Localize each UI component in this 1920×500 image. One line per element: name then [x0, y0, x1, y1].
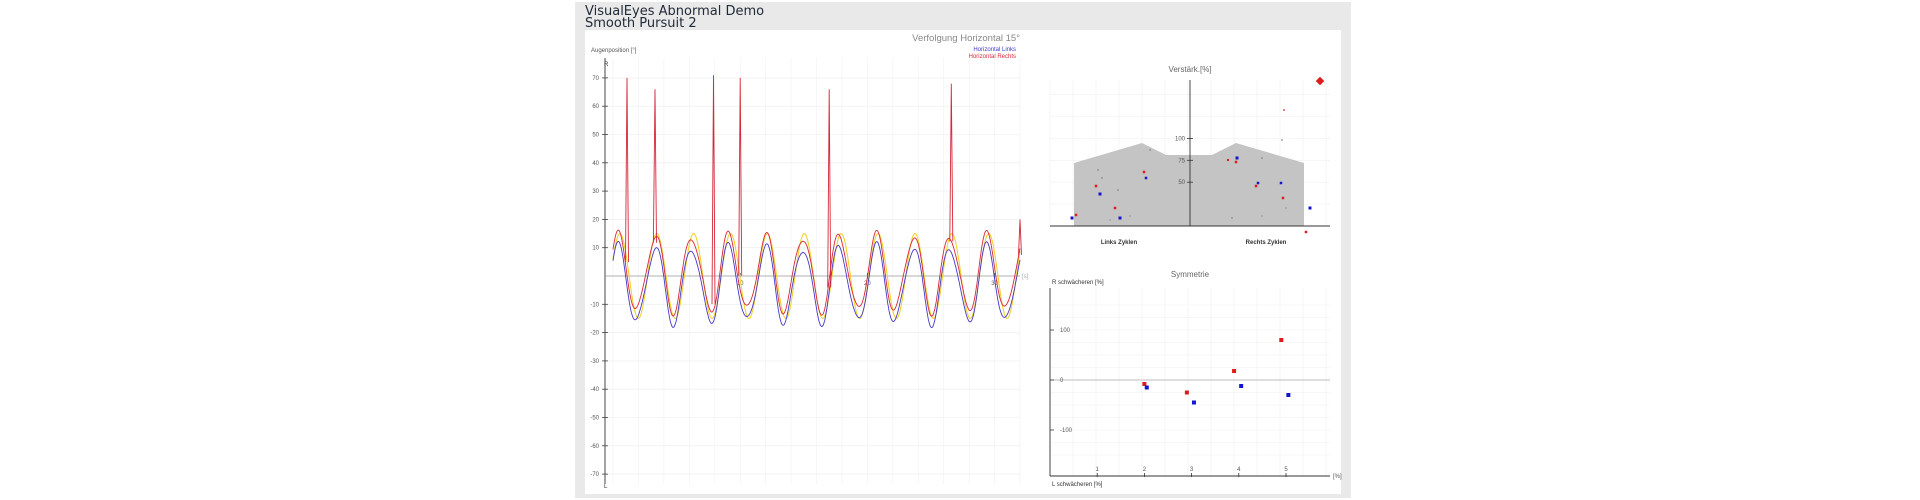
gain-point: [1097, 169, 1099, 171]
left-eye-trace: [612, 240, 1021, 329]
gain-point: [1144, 176, 1148, 180]
gain-category-left: Links Zyklen: [1101, 240, 1138, 246]
pursuit-y-tick-label: -40: [590, 387, 599, 393]
pursuit-y-tick-label: -20: [590, 331, 599, 337]
symmetry-y-tick-label: 100: [1060, 328, 1071, 334]
pursuit-y-tick-label: -10: [590, 302, 599, 308]
symmetry-y-tick-label: 0: [1060, 378, 1064, 384]
symmetry-point: [1239, 384, 1244, 388]
gain-point: [1074, 213, 1078, 217]
gain-point: [1285, 207, 1287, 209]
gain-category-right: Rechts Zyklen: [1246, 240, 1287, 246]
pursuit-y-tick-label: -50: [590, 416, 599, 422]
symmetry-point: [1184, 390, 1189, 395]
gain-y-tick-label: 100: [1175, 136, 1186, 142]
symmetry-y-tick-label: -100: [1060, 428, 1073, 434]
symmetry-x-tick-label: 1: [1096, 467, 1100, 473]
gain-point: [1117, 189, 1119, 191]
gain-point: [1281, 196, 1285, 200]
gain-point: [1070, 216, 1074, 220]
gain-point: [1261, 157, 1263, 159]
gain-y-tick-label: 50: [1178, 180, 1185, 186]
gain-point: [1283, 109, 1285, 111]
symmetry-x-tick-label: 2: [1143, 467, 1147, 473]
gain-points: [1070, 109, 1312, 234]
right-eye-trace: [612, 75, 1022, 317]
gain-point: [1142, 170, 1146, 174]
red-diamond-icon: [1315, 76, 1325, 86]
report-subtitle: Smooth Pursuit 2: [585, 16, 697, 31]
pursuit-y-tick-label: 70: [592, 76, 599, 82]
gain-point: [1094, 184, 1098, 188]
gain-point: [1234, 160, 1238, 164]
gain-point: [1118, 216, 1122, 220]
pursuit-y-tick-label: -30: [590, 359, 599, 365]
gain-point: [1129, 215, 1131, 217]
gain-chart-title: Verstärk.[%]: [1168, 65, 1211, 74]
symmetry-y-top-label: R schwächeren [%]: [1052, 280, 1104, 286]
symmetry-axes: 100 0 -100 1 2 3 4 5: [1049, 288, 1330, 477]
pursuit-y-axis-label: Augenposition [°]: [591, 48, 637, 54]
symmetry-point: [1286, 393, 1291, 397]
gain-point: [1281, 139, 1283, 141]
pursuit-chart-title: Verfolgung Horizontal 15°: [912, 33, 1020, 44]
chart-panel: [585, 30, 1341, 494]
symmetry-y-bottom-label: L schwächeren [%]: [1052, 482, 1103, 488]
symmetry-point: [1279, 338, 1284, 342]
pursuit-y-tick-label: 10: [592, 246, 599, 252]
gain-point: [1149, 149, 1151, 151]
gain-axes: 100 75 50: [1050, 80, 1330, 227]
pursuit-y-tick-label: 20: [592, 217, 599, 223]
symmetry-point: [1191, 400, 1196, 405]
symmetry-x-tick-label: 3: [1190, 467, 1194, 473]
symmetry-point: [1232, 369, 1237, 373]
gain-point: [1227, 159, 1229, 161]
pursuit-y-tick-label: 40: [592, 161, 599, 167]
pursuit-y-tick-label: 30: [592, 189, 599, 195]
symmetry-chart-title: Symmetrie: [1171, 270, 1210, 279]
gain-point: [1304, 230, 1308, 234]
gain-point: [1261, 215, 1263, 217]
pursuit-y-top-label: R: [604, 62, 609, 68]
symmetry-x-tick-label: 4: [1237, 467, 1241, 473]
gain-point: [1235, 156, 1239, 160]
legend-right-eye: Horizontal Rechts: [969, 54, 1016, 60]
symmetry-point: [1142, 382, 1147, 386]
gain-point: [1279, 181, 1283, 185]
gain-point: [1098, 192, 1102, 196]
symmetry-x-end-label: [%]: [1333, 474, 1342, 480]
pursuit-y-tick-label: 60: [592, 104, 599, 110]
symmetry-grid: [1049, 288, 1330, 476]
report-title: VisualEyes Abnormal Demo: [585, 4, 765, 19]
gain-normal-band: [1074, 143, 1304, 226]
pursuit-x-end-label: [s]: [1022, 274, 1029, 280]
gain-point: [1254, 184, 1258, 188]
legend-left-eye: Horizontal Links: [973, 47, 1016, 53]
symmetry-point: [1144, 385, 1149, 390]
pursuit-y-tick-label: 50: [592, 133, 599, 139]
gain-point: [1101, 177, 1103, 179]
gain-point: [1231, 217, 1233, 219]
gain-y-tick-label: 75: [1178, 158, 1185, 164]
pursuit-y-tick-label: -60: [590, 444, 599, 450]
gain-point: [1256, 181, 1260, 185]
symmetry-points: [1142, 338, 1291, 405]
pursuit-y-tick-label: -70: [590, 472, 599, 478]
gain-point: [1109, 219, 1111, 221]
gain-point: [1308, 206, 1312, 210]
gain-point: [1113, 206, 1117, 210]
symmetry-x-tick-label: 5: [1284, 467, 1288, 473]
pursuit-y-bottom-label: L: [604, 484, 608, 490]
